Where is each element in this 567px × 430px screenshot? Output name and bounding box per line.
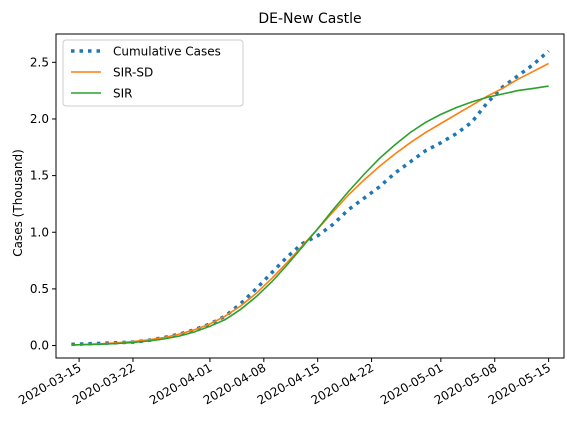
chart-title: DE-New Castle (258, 11, 361, 27)
legend-box (62, 39, 244, 107)
plot-frame (55, 33, 565, 359)
y-axis: 0.0 0.5 1.0 1.5 2.0 2.5 (30, 55, 56, 353)
y-axis-label: Cases (Thousand) (11, 149, 25, 257)
y-tick-label: 2.0 (30, 112, 49, 126)
y-tick-label: 1.0 (30, 225, 49, 239)
y-tick-label: 0.5 (30, 282, 49, 296)
y-tick-label: 0.0 (30, 339, 49, 353)
legend: Cumulative Cases SIR-SD SIR (62, 39, 244, 107)
series-layer (71, 49, 550, 347)
legend-label-sir: SIR (113, 87, 133, 101)
series-line-sir (71, 85, 549, 346)
legend-label-sir-sd: SIR-SD (113, 66, 153, 80)
y-tick-label: 2.5 (30, 55, 49, 69)
y-tick-label: 1.5 (30, 169, 49, 183)
legend-label-cumulative-cases: Cumulative Cases (113, 45, 221, 59)
